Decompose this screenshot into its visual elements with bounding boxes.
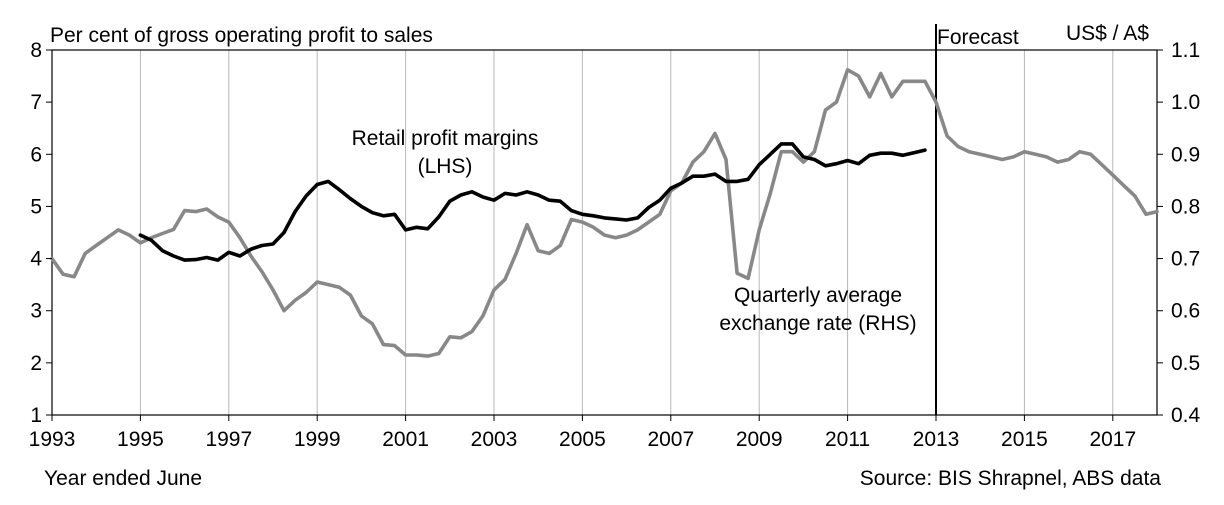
left-tick-label-1: 1: [30, 404, 42, 427]
x-axis-title: Year ended June: [44, 467, 202, 490]
x-tick-label-2011: 2011: [825, 428, 870, 451]
right-tick-label-1.1: 1.1: [1171, 39, 1200, 62]
left-axis-title: Per cent of gross operating profit to sa…: [50, 24, 433, 47]
series-label-fx-line2: exchange rate (RHS): [719, 312, 916, 335]
series-label-retail-line1: Retail profit margins: [352, 127, 539, 150]
right-tick-label-1.0: 1.0: [1171, 91, 1200, 114]
left-tick-label-3: 3: [30, 300, 42, 323]
x-tick-label-2009: 2009: [736, 428, 783, 451]
x-tick-label-1993: 1993: [29, 428, 76, 451]
right-axis-title: US$ / A$: [1066, 22, 1149, 45]
x-tick-label-1999: 1999: [294, 428, 341, 451]
left-axis: 1 2 3 4 5 6 7 8: [30, 39, 52, 427]
x-tick-label-2015: 2015: [1001, 428, 1048, 451]
x-tick-label-1997: 1997: [205, 428, 252, 451]
x-tick-label-2017: 2017: [1089, 428, 1136, 451]
series-lines: [50, 68, 1159, 358]
left-tick-label-2: 2: [30, 352, 42, 375]
right-tick-label-0.8: 0.8: [1171, 195, 1200, 218]
series-line-exchange-rate: [50, 68, 1159, 358]
left-tick-label-8: 8: [30, 39, 42, 62]
forecast-label: Forecast: [937, 26, 1019, 49]
left-tick-label-7: 7: [30, 91, 42, 114]
source-note: Source: BIS Shrapnel, ABS data: [860, 467, 1162, 490]
right-tick-label-0.6: 0.6: [1171, 300, 1200, 323]
series-line-retail-profit-margins: [138, 142, 927, 262]
right-tick-label-0.9: 0.9: [1171, 143, 1200, 166]
x-axis: 1993 1995 1997 1999 2001 2003 2005 2007 2009 2011…: [29, 415, 1136, 451]
left-tick-label-5: 5: [30, 195, 42, 218]
left-tick-label-4: 4: [30, 248, 42, 271]
x-tick-label-2003: 2003: [471, 428, 518, 451]
x-tick-label-2001: 2001: [382, 428, 429, 451]
x-tick-label-2005: 2005: [559, 428, 606, 451]
x-tick-label-2013: 2013: [913, 428, 960, 451]
plot-area-frame: [51, 49, 1158, 416]
right-tick-label-0.4: 0.4: [1171, 404, 1201, 427]
right-tick-label-0.7: 0.7: [1171, 248, 1200, 271]
x-tick-label-2007: 2007: [647, 428, 694, 451]
series-label-fx-line1: Quarterly average: [734, 284, 902, 307]
series-label-retail-line2: (LHS): [418, 155, 473, 178]
x-tick-label-1995: 1995: [117, 428, 164, 451]
right-tick-label-0.5: 0.5: [1171, 352, 1200, 375]
left-tick-label-6: 6: [30, 143, 42, 166]
right-axis: 0.4 0.5 0.6 0.7 0.8 0.9 1.0 1.1: [1157, 39, 1201, 427]
